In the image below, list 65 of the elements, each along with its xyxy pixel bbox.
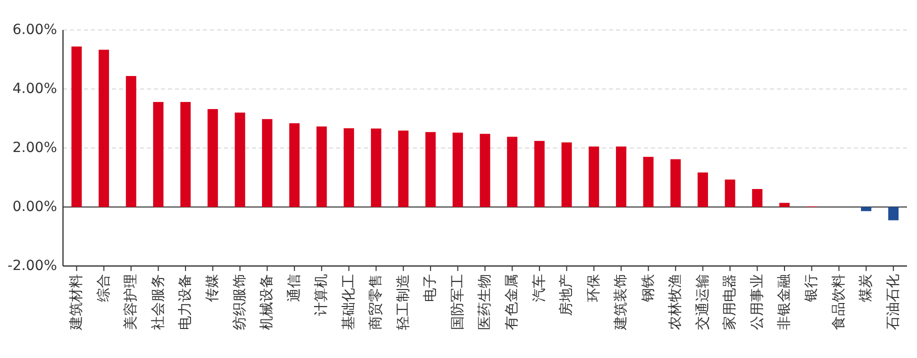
- x-tick-label: 计算机: [314, 274, 330, 316]
- bar: [153, 102, 164, 207]
- x-tick-label: 建筑材料: [68, 274, 85, 331]
- bar: [452, 132, 463, 207]
- x-tick-label: 非银金融: [776, 274, 792, 330]
- bar: [752, 189, 762, 207]
- x-tick-label: 传媒: [204, 274, 221, 302]
- bar: [98, 50, 110, 207]
- x-tick-label: 石油石化: [885, 274, 902, 330]
- bar: [344, 128, 354, 207]
- bar: [234, 112, 246, 207]
- x-tick-label: 电力设备: [178, 274, 194, 330]
- x-tick-label: 轻工制造: [395, 274, 412, 330]
- x-tick-label: 电子: [422, 274, 439, 302]
- y-tick-label: 6.00%: [12, 22, 57, 38]
- bar: [480, 134, 490, 207]
- y-tick-label: -2.00%: [7, 258, 57, 274]
- x-tick-label: 环保: [586, 274, 602, 302]
- x-tick-label: 商贸零售: [368, 274, 384, 330]
- bar: [370, 128, 382, 207]
- bar: [126, 76, 136, 207]
- bar: [670, 159, 681, 207]
- y-tick-label: 2.00%: [12, 140, 57, 156]
- x-tick-label: 银行: [804, 274, 820, 303]
- x-tick-label: 综合: [96, 274, 112, 302]
- x-tick-label: 社会服务: [150, 274, 166, 330]
- bar: [888, 207, 899, 220]
- x-tick-label: 钢铁: [640, 274, 656, 303]
- x-tick-label: 机械设备: [259, 274, 276, 330]
- bar: [698, 172, 708, 207]
- x-tick-label: 汽车: [531, 274, 548, 302]
- x-tick-label: 家用电器: [722, 274, 738, 330]
- bar: [180, 102, 191, 207]
- bar: [208, 109, 218, 207]
- x-tick-label: 通信: [286, 274, 302, 302]
- bar: [71, 46, 82, 207]
- x-tick-label: 纺织服饰: [232, 274, 248, 330]
- bar: [588, 146, 600, 207]
- x-tick-label: 基础化工: [340, 274, 357, 330]
- bar: [616, 146, 626, 207]
- bar: [724, 180, 736, 207]
- x-tick-label: 煤炭: [858, 274, 874, 302]
- x-tick-label: 交通运输: [694, 274, 711, 330]
- bar: [507, 136, 518, 207]
- x-tick-label: 农林牧渔: [668, 274, 684, 330]
- x-tick-label: 食品饮料: [830, 274, 847, 330]
- y-tick-label: 4.00%: [12, 81, 57, 97]
- bar: [643, 156, 654, 207]
- bar: [262, 119, 272, 207]
- bar: [534, 140, 545, 207]
- bar: [316, 126, 327, 207]
- x-tick-label: 公用事业: [749, 274, 766, 330]
- x-tick-label: 建筑装饰: [613, 274, 630, 331]
- bar: [860, 207, 872, 212]
- x-tick-label: 有色金属: [504, 274, 520, 330]
- x-tick-label: 医药生物: [477, 274, 493, 330]
- bar: [289, 123, 300, 207]
- bar: [562, 142, 572, 207]
- bar: [425, 132, 436, 207]
- bar: [398, 130, 408, 207]
- y-tick-label: 0.00%: [12, 199, 57, 215]
- bar: [779, 202, 790, 207]
- x-tick-label: 房地产: [558, 274, 575, 316]
- x-tick-label: 国防军工: [450, 274, 466, 330]
- x-tick-label: 美容护理: [123, 274, 140, 330]
